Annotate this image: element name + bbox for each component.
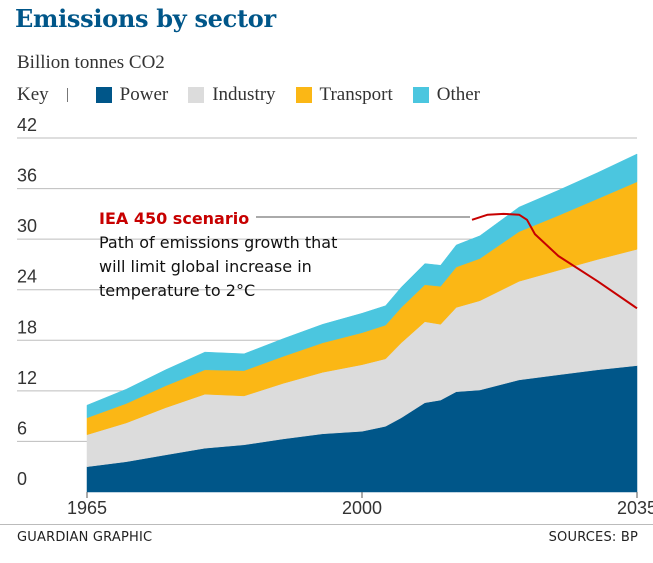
legend-swatch-transport: [295, 87, 312, 103]
annotation-line: Path of emissions growth that: [99, 233, 337, 252]
legend-item-transport: Transport: [295, 84, 393, 106]
area-other: [86, 153, 638, 419]
legend-key-label: Key: [17, 84, 49, 105]
footer-credit: GUARDIAN GRAPHIC: [17, 530, 153, 545]
y-tick-label: 36: [17, 166, 37, 186]
legend-item-power: Power: [95, 84, 169, 106]
y-tick-label: 24: [17, 267, 37, 287]
x-tick-label: 1965: [67, 498, 107, 518]
footer-sources: SOURCES: BP: [548, 530, 638, 545]
footer-divider: [0, 524, 653, 525]
legend-label-power: Power: [119, 84, 169, 105]
y-tick-label: 18: [17, 317, 37, 337]
annotation-heading: IEA 450 scenario: [99, 209, 249, 228]
scenario-layer: [471, 212, 638, 310]
axis-ticks: 0 6 12 18 24 30 36 42 1965 2000 2035: [17, 115, 653, 518]
chart-subtitle: Billion tonnes CO2: [17, 52, 165, 73]
y-tick-label: 6: [17, 418, 27, 438]
chart-title: Emissions by sector: [15, 4, 276, 33]
legend-label-transport: Transport: [319, 84, 393, 105]
legend: Key Power Industry Transport Other: [17, 82, 500, 108]
legend-swatch-industry: [188, 87, 205, 103]
area-series: [86, 153, 638, 493]
annotation: IEA 450 scenario Path of emissions growt…: [99, 209, 470, 300]
x-tick-label: 2000: [342, 498, 382, 518]
annotation-line: temperature to 2°C: [99, 281, 255, 300]
y-tick-label: 12: [17, 368, 37, 388]
y-tick-label: 30: [17, 216, 37, 236]
x-tick-label: 2035: [617, 498, 653, 518]
legend-swatch-power: [95, 87, 112, 103]
scenario-line: [471, 212, 638, 310]
legend-label-other: Other: [436, 84, 481, 105]
legend-item-industry: Industry: [188, 84, 276, 106]
y-tick-label: 42: [17, 115, 37, 135]
legend-item-other: Other: [412, 84, 481, 106]
legend-swatch-other: [412, 87, 429, 103]
legend-separator: [66, 88, 68, 102]
legend-label-industry: Industry: [212, 84, 276, 105]
annotation-line: will limit global increase in: [99, 257, 312, 276]
y-tick-label: 0: [17, 469, 27, 489]
